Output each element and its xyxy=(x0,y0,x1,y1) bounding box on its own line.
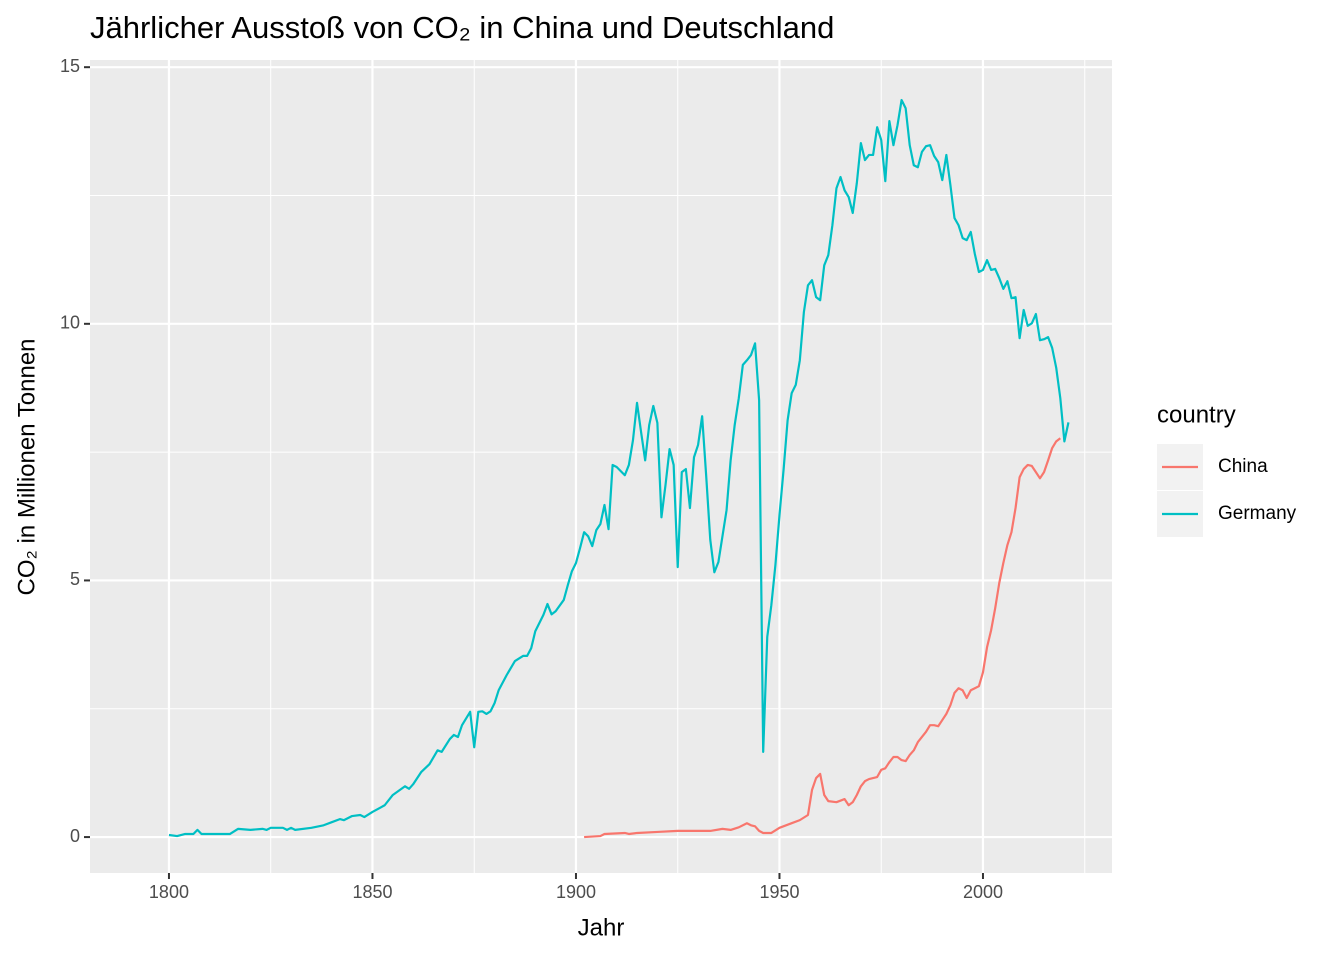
x-axis-label: Jahr xyxy=(578,914,625,941)
x-tick-label: 2000 xyxy=(963,882,1003,902)
y-tick-label: 15 xyxy=(60,56,80,76)
y-tick-label: 5 xyxy=(70,569,80,589)
legend-label: China xyxy=(1218,456,1268,477)
x-tick-label: 1850 xyxy=(352,882,392,902)
data-line xyxy=(168,98,1070,838)
y-tick-label: 0 xyxy=(70,826,80,846)
data-line xyxy=(584,437,1061,839)
plot-panel xyxy=(90,60,1112,873)
x-tick-label: 1900 xyxy=(556,882,596,902)
y-axis-label: CO₂ in Millionen Tonnen xyxy=(13,338,40,595)
x-tick-label: 1800 xyxy=(149,882,189,902)
chart-title: Jährlicher Ausstoß von CO₂ in China und … xyxy=(90,10,834,45)
x-tick-label: 1950 xyxy=(759,882,799,902)
y-tick-label: 10 xyxy=(60,313,80,333)
legend-title: country xyxy=(1157,401,1236,428)
legend-label: Germany xyxy=(1218,503,1297,524)
